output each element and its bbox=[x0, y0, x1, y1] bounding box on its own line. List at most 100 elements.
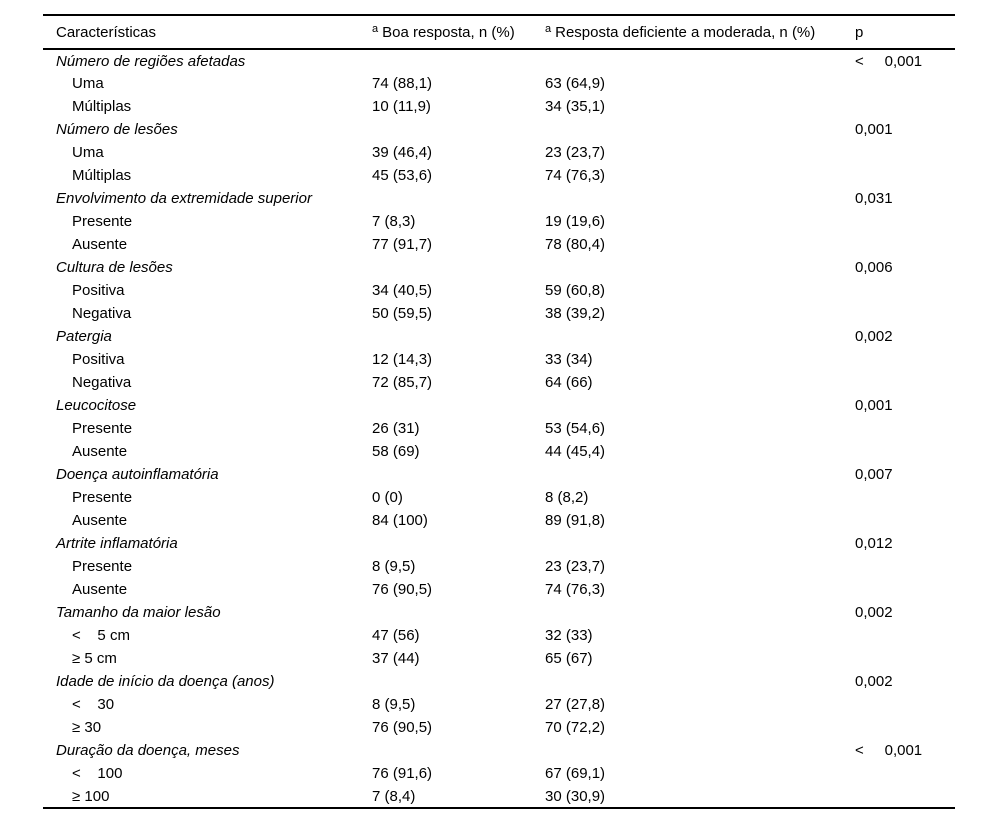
cell-good-response: 37 (44) bbox=[372, 650, 420, 667]
table-row-subcategory: < 5 cm 47 (56) 32 (33) bbox=[43, 624, 955, 647]
table-header: Características a Boa resposta, n (%) a Re… bbox=[43, 15, 955, 50]
cell-good-response: 47 (56) bbox=[372, 627, 420, 644]
cell-good-response bbox=[372, 601, 545, 624]
cell-poor-response: 65 (67) bbox=[545, 650, 593, 667]
cell-p-value bbox=[855, 762, 955, 785]
cell-p-value: 0,001 bbox=[855, 397, 893, 414]
cell-characteristic: Leucocitose bbox=[56, 397, 137, 414]
cell-good-response: 76 (90,5) bbox=[372, 581, 433, 598]
table-row-category: Doença autoinflamatória 0,007 bbox=[43, 463, 955, 486]
cell-characteristic: Doença autoinflamatória bbox=[56, 466, 219, 483]
cell-poor-response bbox=[545, 394, 855, 417]
cell-characteristic: Ausente bbox=[72, 443, 128, 460]
characteristics-table: Características a Boa resposta, n (%) a Re… bbox=[43, 14, 955, 809]
cell-characteristic: Positiva bbox=[72, 351, 125, 368]
table-row-subcategory: Positiva 34 (40,5) 59 (60,8) bbox=[43, 279, 955, 302]
table-row-subcategory: Presente 7 (8,3) 19 (19,6) bbox=[43, 210, 955, 233]
table-row-subcategory: ≥ 5 cm 37 (44) 65 (67) bbox=[43, 647, 955, 670]
cell-poor-response: 70 (72,2) bbox=[545, 719, 606, 736]
cell-characteristic: Negativa bbox=[72, 305, 132, 322]
col-header-good-response-label: Boa resposta, n (%) bbox=[382, 23, 515, 41]
cell-poor-response: 32 (33) bbox=[545, 627, 593, 644]
table-body: Número de regiões afetadas < 0,001 Uma 74 (… bbox=[43, 49, 955, 808]
cell-poor-response: 53 (54,6) bbox=[545, 420, 606, 437]
cell-poor-response bbox=[545, 256, 855, 279]
table-row-subcategory: Negativa 50 (59,5) 38 (39,2) bbox=[43, 302, 955, 325]
cell-characteristic: Ausente bbox=[72, 581, 128, 598]
table-row-subcategory: Ausente 76 (90,5) 74 (76,3) bbox=[43, 578, 955, 601]
cell-characteristic: Idade de início da doença (anos) bbox=[56, 673, 275, 690]
cell-good-response: 7 (8,4) bbox=[372, 787, 416, 805]
col-header-characteristics-label: Características bbox=[56, 23, 157, 41]
cell-characteristic: < 30 bbox=[72, 696, 115, 713]
cell-poor-response bbox=[545, 49, 855, 72]
cell-characteristic: Número de regiões afetadas bbox=[56, 52, 246, 70]
cell-good-response bbox=[372, 739, 545, 762]
cell-characteristic: Presente bbox=[72, 213, 133, 230]
cell-p-value: 0,002 bbox=[855, 604, 893, 621]
cell-good-response: 77 (91,7) bbox=[372, 236, 433, 253]
cell-good-response: 39 (46,4) bbox=[372, 144, 433, 161]
table-row-subcategory: Múltiplas 10 (11,9) 34 (35,1) bbox=[43, 95, 955, 118]
col-header-p-value-label: p bbox=[855, 23, 864, 41]
table-row-subcategory: Ausente 77 (91,7) 78 (80,4) bbox=[43, 233, 955, 256]
table-row-subcategory: Uma 74 (88,1) 63 (64,9) bbox=[43, 72, 955, 95]
table-row-subcategory: Ausente 58 (69) 44 (45,4) bbox=[43, 440, 955, 463]
cell-p-value: 0,012 bbox=[855, 535, 893, 552]
cell-poor-response: 8 (8,2) bbox=[545, 489, 589, 506]
cell-p-value bbox=[855, 302, 955, 325]
col-header-good-response: a Boa resposta, n (%) bbox=[372, 15, 545, 50]
cell-good-response: 0 (0) bbox=[372, 489, 403, 506]
cell-p-value bbox=[855, 578, 955, 601]
cell-p-value: 0,031 bbox=[855, 190, 893, 207]
table-row-subcategory: < 100 76 (91,6) 67 (69,1) bbox=[43, 762, 955, 785]
cell-good-response bbox=[372, 49, 545, 72]
footnote-marker-a: a bbox=[372, 22, 379, 35]
cell-good-response: 34 (40,5) bbox=[372, 282, 433, 299]
cell-p-value bbox=[855, 555, 955, 578]
cell-poor-response: 67 (69,1) bbox=[545, 765, 606, 782]
cell-poor-response: 78 (80,4) bbox=[545, 236, 606, 253]
table-row-subcategory: Múltiplas 45 (53,6) 74 (76,3) bbox=[43, 164, 955, 187]
cell-p-value bbox=[855, 348, 955, 371]
cell-good-response: 45 (53,6) bbox=[372, 167, 433, 184]
cell-p-value bbox=[855, 785, 955, 808]
table-row-subcategory: Presente 0 (0) 8 (8,2) bbox=[43, 486, 955, 509]
cell-characteristic: Tamanho da maior lesão bbox=[56, 604, 221, 621]
cell-poor-response bbox=[545, 670, 855, 693]
cell-good-response: 10 (11,9) bbox=[372, 98, 431, 115]
cell-characteristic: Múltiplas bbox=[72, 98, 132, 115]
cell-good-response: 8 (9,5) bbox=[372, 558, 416, 575]
cell-characteristic: Uma bbox=[72, 144, 104, 161]
cell-p-value bbox=[855, 716, 955, 739]
cell-p-value bbox=[855, 72, 955, 95]
cell-characteristic: Uma bbox=[72, 75, 104, 92]
table-row-subcategory: Positiva 12 (14,3) 33 (34) bbox=[43, 348, 955, 371]
cell-p-value: 0,002 bbox=[855, 328, 893, 345]
cell-good-response: 50 (59,5) bbox=[372, 305, 433, 322]
cell-p-value bbox=[855, 486, 955, 509]
cell-poor-response bbox=[545, 118, 855, 141]
cell-poor-response: 44 (45,4) bbox=[545, 443, 606, 460]
table-row-subcategory: Uma 39 (46,4) 23 (23,7) bbox=[43, 141, 955, 164]
cell-characteristic: ≥ 100 bbox=[72, 787, 110, 805]
cell-p-value bbox=[855, 624, 955, 647]
cell-p-value: < 0,001 bbox=[855, 52, 923, 70]
cell-good-response bbox=[372, 325, 545, 348]
cell-p-value bbox=[855, 509, 955, 532]
table-row-category: Idade de início da doença (anos) 0,002 bbox=[43, 670, 955, 693]
table-row-category: Cultura de lesões 0,006 bbox=[43, 256, 955, 279]
cell-characteristic: Ausente bbox=[72, 236, 128, 253]
cell-characteristic: Múltiplas bbox=[72, 167, 132, 184]
cell-p-value bbox=[855, 440, 955, 463]
cell-characteristic: Duração da doença, meses bbox=[56, 742, 240, 759]
cell-poor-response bbox=[545, 601, 855, 624]
table-row-category: Número de lesões 0,001 bbox=[43, 118, 955, 141]
col-header-p-value: p bbox=[855, 15, 955, 50]
cell-characteristic: Cultura de lesões bbox=[56, 259, 173, 276]
cell-good-response bbox=[372, 187, 545, 210]
col-header-poor-response-label: Resposta deficiente a moderada, n (%) bbox=[555, 23, 816, 41]
table-row-subcategory: Negativa 72 (85,7) 64 (66) bbox=[43, 371, 955, 394]
cell-good-response: 12 (14,3) bbox=[372, 351, 433, 368]
